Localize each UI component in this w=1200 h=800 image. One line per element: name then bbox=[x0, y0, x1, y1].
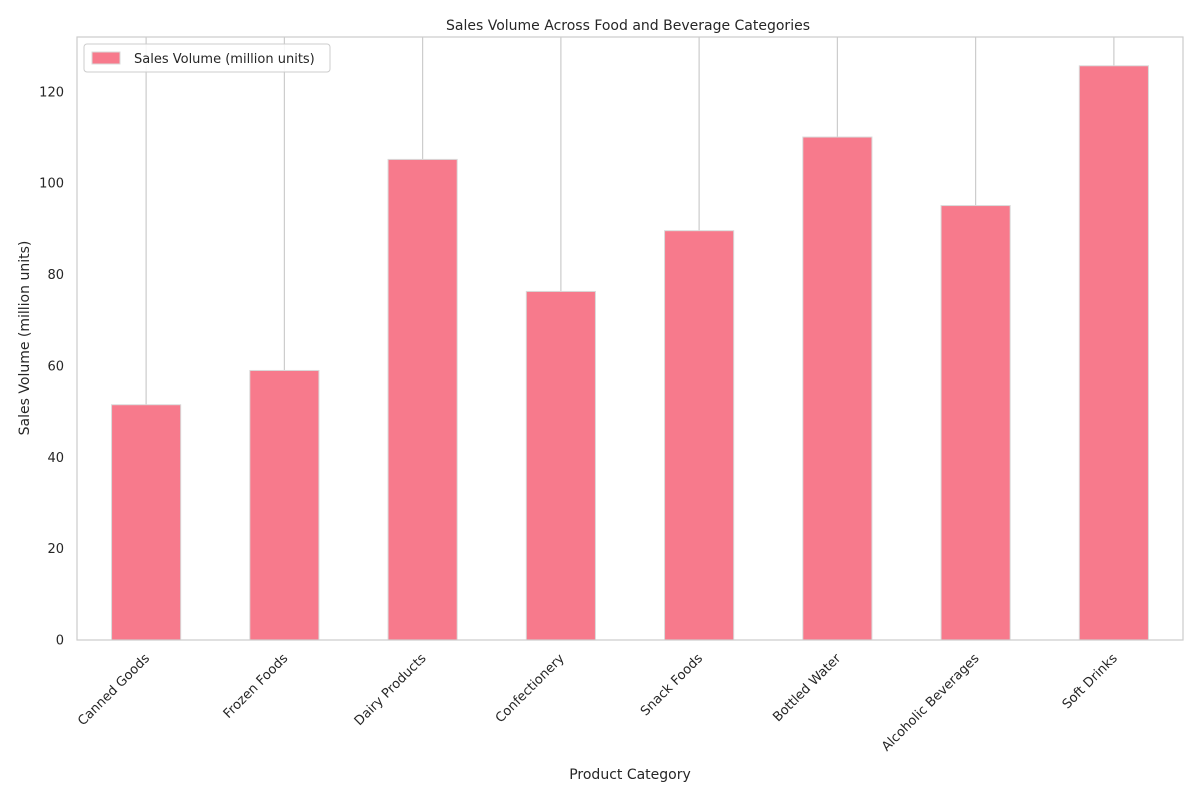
legend: Sales Volume (million units) bbox=[83, 43, 331, 73]
bar bbox=[802, 136, 873, 641]
y-tick-label: 100 bbox=[39, 177, 64, 192]
bar bbox=[664, 230, 735, 641]
bars bbox=[111, 65, 1149, 641]
bar bbox=[940, 205, 1011, 641]
y-axis-label: Sales Volume (million units) bbox=[17, 241, 33, 436]
bar bbox=[525, 290, 596, 641]
y-tick-label: 120 bbox=[39, 85, 64, 100]
y-tick-label: 80 bbox=[47, 268, 64, 283]
legend-box bbox=[83, 43, 331, 73]
bar bbox=[111, 404, 182, 641]
y-tick-label: 60 bbox=[47, 359, 64, 374]
legend-label: Sales Volume (million units) bbox=[134, 52, 315, 67]
chart-title: Sales Volume Across Food and Beverage Ca… bbox=[446, 18, 810, 34]
y-tick-label: 40 bbox=[47, 451, 64, 466]
plot-frame bbox=[76, 36, 1184, 641]
x-axis-label: Product Category bbox=[569, 767, 691, 783]
bar bbox=[387, 158, 458, 641]
bar bbox=[1078, 65, 1149, 641]
y-tick-label: 0 bbox=[56, 634, 64, 649]
legend-swatch bbox=[91, 51, 121, 65]
bar bbox=[249, 369, 320, 641]
axes-frame bbox=[76, 36, 1184, 641]
y-tick-label: 20 bbox=[47, 542, 64, 557]
y-axis-ticks: 0 20 40 60 80 100 120 bbox=[39, 85, 64, 648]
